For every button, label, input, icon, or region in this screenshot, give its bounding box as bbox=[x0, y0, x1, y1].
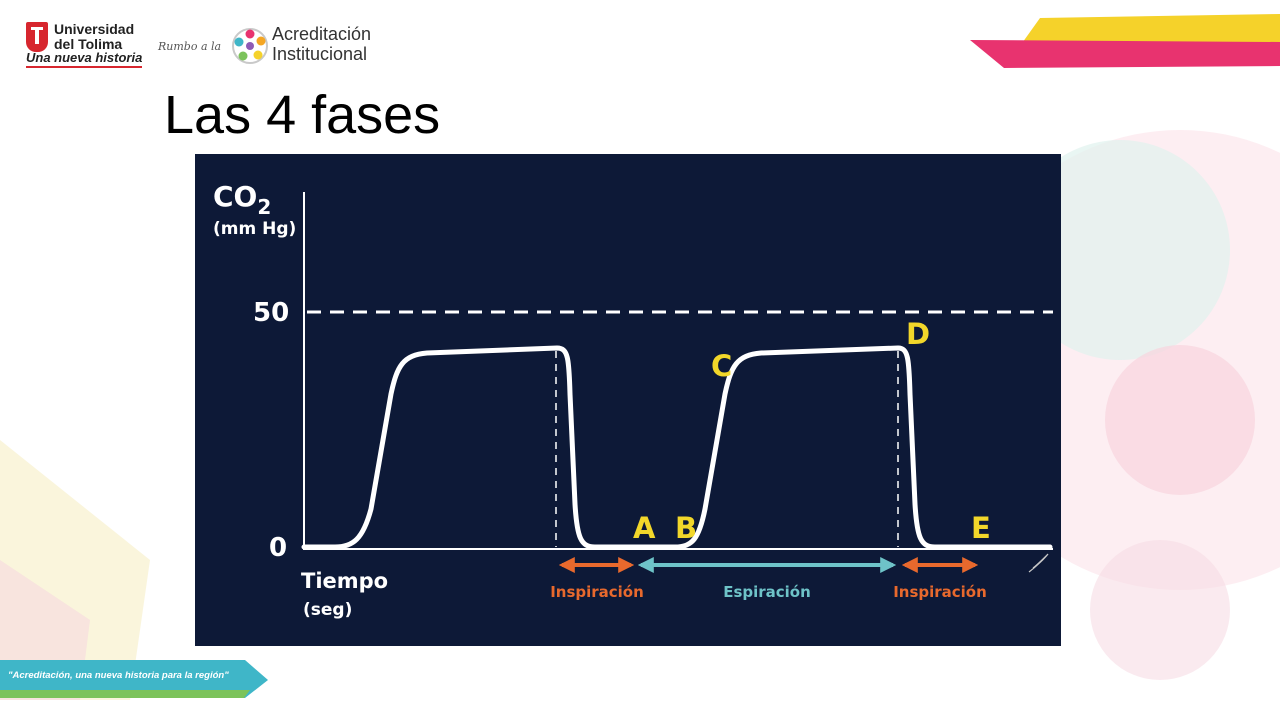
university-logo: Universidad del Tolima Una nueva histori… bbox=[26, 21, 143, 69]
y-tick-0: 0 bbox=[269, 533, 287, 563]
y-axis-label-main: CO bbox=[213, 180, 257, 213]
x-axis-label: Tiempo bbox=[301, 569, 388, 593]
point-label-e: E bbox=[971, 511, 991, 545]
capnography-diagram: CO2 (mm Hg) 50 0 Tiempo (seg) A B C D E … bbox=[195, 154, 1061, 646]
capnogram-curve bbox=[301, 345, 1053, 550]
accreditation-line1: Acreditación bbox=[272, 24, 372, 44]
phase-label-inspiration-1: Inspiración bbox=[550, 583, 644, 601]
point-label-b: B bbox=[675, 511, 697, 545]
accreditation-line2: Institucional bbox=[272, 44, 368, 64]
slogan-text: "Acreditación, una nueva historia para l… bbox=[8, 670, 229, 681]
x-axis-unit: (seg) bbox=[303, 600, 352, 620]
accreditation-logo-text: Acreditación Institucional bbox=[272, 24, 371, 64]
point-label-d: D bbox=[906, 317, 930, 351]
slide-title: Las 4 fases bbox=[164, 85, 441, 145]
university-tagline: Una nueva historia bbox=[26, 51, 143, 69]
signature-mark bbox=[1028, 553, 1049, 573]
rumbo-text: Rumbo a la bbox=[158, 40, 222, 53]
university-name-line1: Universidad bbox=[54, 21, 135, 37]
y-tick-50: 50 bbox=[253, 298, 289, 328]
slogan-banner bbox=[0, 660, 268, 698]
phase-label-inspiration-2: Inspiración bbox=[893, 583, 987, 601]
point-label-a: A bbox=[633, 511, 656, 545]
university-name-line2: del Tolima bbox=[54, 35, 123, 52]
university-shield-icon bbox=[26, 22, 48, 52]
phase-label-expiration: Espiración bbox=[723, 583, 811, 601]
point-label-c: C bbox=[711, 349, 732, 383]
accreditation-flower-icon bbox=[232, 28, 268, 64]
capnography-svg: CO2 (mm Hg) 50 0 Tiempo (seg) A B C D E … bbox=[213, 180, 1053, 620]
y-axis-label-sub: 2 bbox=[257, 195, 271, 219]
y-axis-label: CO2 bbox=[213, 180, 271, 219]
y-axis-unit: (mm Hg) bbox=[213, 219, 296, 239]
